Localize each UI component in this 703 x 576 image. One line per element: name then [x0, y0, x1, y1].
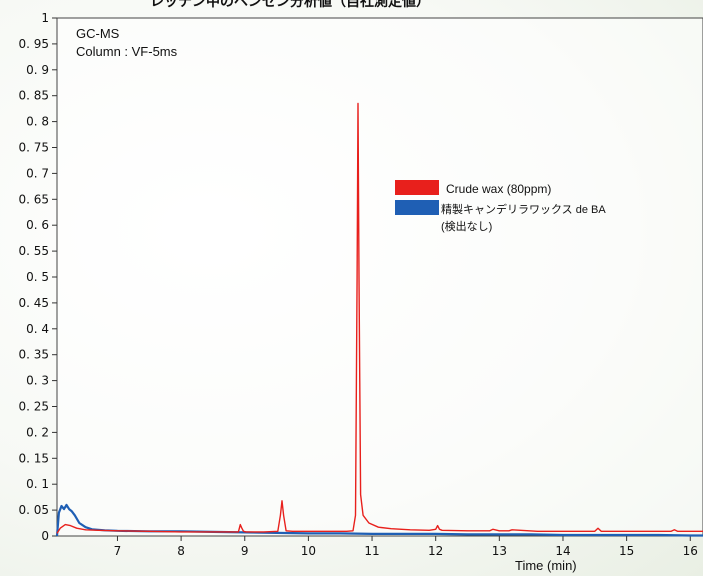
- y-tick-label: 0. 55: [18, 244, 49, 258]
- legend-swatch-purified-wax: [395, 200, 439, 215]
- y-tick-label: 0. 25: [18, 400, 49, 414]
- x-tick-label: 11: [364, 544, 379, 558]
- y-tick-label: 0. 05: [18, 503, 49, 517]
- y-tick-label: 0. 65: [18, 192, 49, 206]
- x-tick-label: 13: [492, 544, 507, 558]
- y-tick-label: 0. 95: [18, 37, 49, 51]
- x-axis: 7 8 9 10 11 12 13 14 15 16: [114, 536, 698, 558]
- x-tick-label: 12: [428, 544, 443, 558]
- x-tick-label: 16: [683, 544, 698, 558]
- legend-label-purified-wax: 精製キャンデリラワックス de BA: [441, 202, 606, 216]
- series-line-0: [56, 102, 703, 534]
- plot-area: [55, 102, 703, 537]
- y-tick-label: 0. 2: [26, 425, 49, 439]
- y-tick-label: 0. 3: [26, 374, 49, 388]
- y-tick-label: 0. 15: [18, 451, 49, 465]
- y-tick-label: 0. 5: [26, 270, 49, 284]
- annotation-instrument: GC-MS: [76, 26, 120, 41]
- y-tick-label: 0. 7: [26, 166, 49, 180]
- y-tick-label: 0. 35: [18, 348, 49, 362]
- y-tick-label: 0: [41, 529, 49, 543]
- x-tick-label: 14: [555, 544, 570, 558]
- legend: Crude wax (80ppm) 精製キャンデリラワックス de BA (検出…: [395, 180, 606, 233]
- y-tick-label: 0. 1: [26, 477, 49, 491]
- y-axis: 0 0. 05 0. 1 0. 15 0. 2 0. 25 0. 3 0. 35 0. 4 0. …: [18, 11, 57, 543]
- legend-swatch-crude-wax: [395, 180, 439, 195]
- chart-title: レッテン中のベンゼン分析値（自社測定値）: [150, 0, 430, 9]
- x-axis-label: Time (min): [515, 558, 577, 573]
- legend-label-not-detected: (検出なし): [441, 219, 492, 233]
- x-tick-label: 10: [301, 544, 316, 558]
- x-tick-label: 15: [619, 544, 634, 558]
- y-tick-label: 1: [41, 11, 49, 25]
- y-tick-label: 0. 8: [26, 115, 49, 129]
- plot-frame: [56, 17, 703, 537]
- y-tick-label: 0. 9: [26, 63, 49, 77]
- y-tick-label: 0. 6: [26, 218, 49, 232]
- x-tick-label: 9: [241, 544, 249, 558]
- x-tick-label: 8: [177, 544, 185, 558]
- annotation-column: Column : VF-5ms: [76, 44, 178, 59]
- legend-label-crude-wax: Crude wax (80ppm): [446, 182, 551, 196]
- y-tick-label: 0. 45: [18, 296, 49, 310]
- y-tick-label: 0. 4: [26, 322, 49, 336]
- y-tick-label: 0. 85: [18, 89, 49, 103]
- y-tick-label: 0. 75: [18, 141, 49, 155]
- x-tick-label: 7: [114, 544, 122, 558]
